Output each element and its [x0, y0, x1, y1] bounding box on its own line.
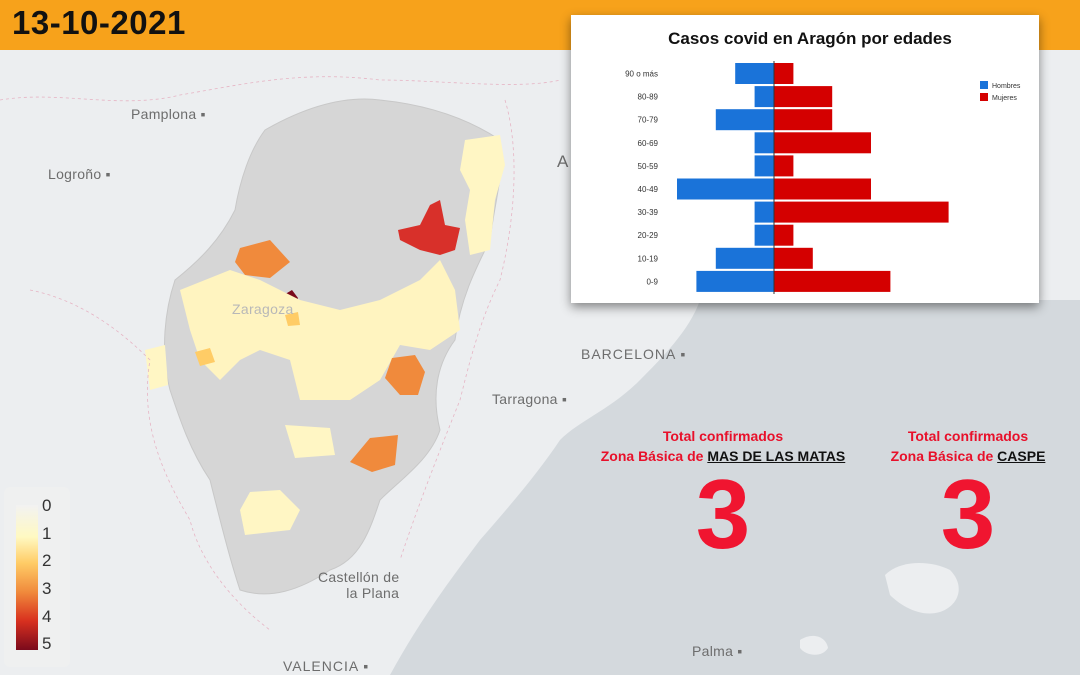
legend-label: 4: [42, 607, 52, 626]
legend-label: 3: [42, 579, 52, 598]
city-name: Pamplona: [131, 106, 197, 122]
legend-label: 5: [42, 634, 52, 653]
city-name: BARCELONA: [581, 346, 676, 362]
city-name: VALENCIA: [283, 658, 359, 674]
zone-orange-mid: [385, 355, 425, 395]
legend-swatch: [980, 81, 988, 89]
zone-orange-south: [350, 435, 398, 472]
bar-mujeres-20-29: [774, 224, 794, 246]
zone-light-orange-2: [195, 348, 215, 366]
borders: [0, 76, 561, 631]
city-name: A: [557, 152, 569, 171]
legend-label: 1: [42, 524, 52, 543]
bar-hombres-20-29: [754, 224, 774, 246]
city-label-pamplona: Pamplona ▪: [131, 106, 206, 122]
stat-zone-name: MAS DE LAS MATAS: [707, 448, 846, 464]
stat-subtitle: Zona Básica de MAS DE LAS MATAS: [578, 446, 868, 466]
city-label-palma: Palma ▪: [692, 643, 743, 659]
city-label-tarragona: Tarragona ▪: [492, 391, 568, 407]
category-label: 90 o más: [625, 70, 658, 79]
bar-hombres-70-79: [715, 109, 774, 131]
age-chart-card: Casos covid en Aragón por edades 90 o má…: [571, 15, 1039, 303]
bar-mujeres-40-49: [774, 178, 871, 200]
stat-prefix: Zona Básica de: [600, 448, 708, 464]
island-ibiza: [800, 635, 828, 655]
date-text: 13-10-2021: [12, 4, 186, 41]
legend-color-ramp: [16, 505, 38, 650]
bar-hombres-50-59: [754, 155, 774, 177]
zone-yellow-central: [180, 260, 460, 400]
city-name-line1: Castellón de: [318, 569, 400, 585]
bar-mujeres-0-9: [774, 270, 891, 292]
bar-mujeres-80-89: [774, 86, 833, 108]
bar-hombres-0-9: [696, 270, 774, 292]
category-label: 60-69: [638, 139, 659, 148]
bar-mujeres-10-19: [774, 247, 813, 269]
category-label: 50-59: [638, 162, 659, 171]
city-label-logrono: Logroño ▪: [48, 166, 111, 182]
chart-legend: Hombres Mujeres: [980, 81, 1021, 102]
chart-bars: [677, 63, 949, 292]
category-label: 40-49: [638, 185, 659, 194]
city-label-valencia: VALENCIA ▪: [283, 658, 370, 674]
category-label: 30-39: [638, 208, 659, 217]
bar-mujeres-90 o más: [774, 63, 794, 84]
bar-hombres-80-89: [754, 86, 774, 108]
bar-hombres-60-69: [754, 132, 774, 154]
bar-mujeres-60-69: [774, 132, 871, 154]
category-label: 80-89: [638, 93, 659, 102]
city-label-zaragoza: Zaragoza: [232, 301, 294, 317]
border-east: [399, 99, 515, 561]
stat-title: Total confirmados: [662, 428, 784, 444]
bar-hombres-10-19: [715, 247, 774, 269]
bar-hombres-30-39: [754, 201, 774, 223]
legend-entry-label: Hombres: [992, 83, 1021, 90]
city-label-barcelona: BARCELONA ▪: [581, 346, 687, 362]
stat-value: 3: [940, 459, 996, 569]
bar-mujeres-30-39: [774, 201, 949, 223]
stat-subtitle: Zona Básica de CASPE: [870, 446, 1066, 466]
bar-mujeres-50-59: [774, 155, 794, 177]
category-label: 70-79: [638, 116, 659, 125]
legend-label: 2: [42, 551, 52, 570]
zone-yellow-west: [145, 345, 168, 390]
age-pyramid-chart: Casos covid en Aragón por edades 90 o má…: [625, 29, 1021, 294]
city-name: Zaragoza: [232, 301, 294, 317]
stat-value: 3: [695, 459, 751, 569]
chart-category-labels: 90 o más 80-89 70-79 60-69 50-59 40-49 30-39 20…: [625, 70, 658, 287]
city-name-line2: la Plana: [346, 585, 400, 601]
zone-orange-northwest: [235, 240, 290, 278]
stat-title: Total confirmados: [907, 428, 1029, 444]
zone-yellow-south: [240, 490, 300, 535]
stat-zone-name: CASPE: [997, 448, 1046, 464]
zone-red-north: [398, 200, 460, 255]
zone-light-orange: [285, 312, 300, 326]
category-label: 20-29: [638, 231, 659, 240]
city-name: Tarragona: [492, 391, 558, 407]
category-label: 10-19: [638, 254, 659, 263]
city-label-castellon: Castellón de la Plana: [318, 569, 399, 601]
bar-hombres-40-49: [677, 178, 774, 200]
stat-prefix: Zona Básica de: [890, 448, 998, 464]
category-label: 0-9: [646, 277, 658, 286]
map-zones: [145, 135, 505, 535]
island-mallorca: [885, 563, 959, 614]
bar-mujeres-70-79: [774, 109, 833, 131]
legend-label: 0: [42, 496, 52, 515]
stat-block-caspe: Total confirmados Zona Básica de CASPE 3: [870, 426, 1066, 564]
zone-yellow-mid: [285, 425, 335, 458]
legend-entry-label: Mujeres: [992, 95, 1017, 102]
city-name: Palma: [692, 643, 734, 659]
bar-hombres-90 o más: [735, 63, 774, 84]
zone-yellow-north: [460, 135, 505, 255]
map-legend: 0 1 2 3 4 5: [4, 487, 70, 667]
border-france: [0, 76, 561, 102]
legend-swatch: [980, 93, 988, 101]
city-name: Logroño: [48, 166, 102, 182]
chart-title: Casos covid en Aragón por edades: [668, 29, 952, 48]
city-label-andorra: A: [557, 152, 569, 172]
stat-block-mas-de-las-matas: Total confirmados Zona Básica de MAS DE …: [578, 426, 868, 564]
